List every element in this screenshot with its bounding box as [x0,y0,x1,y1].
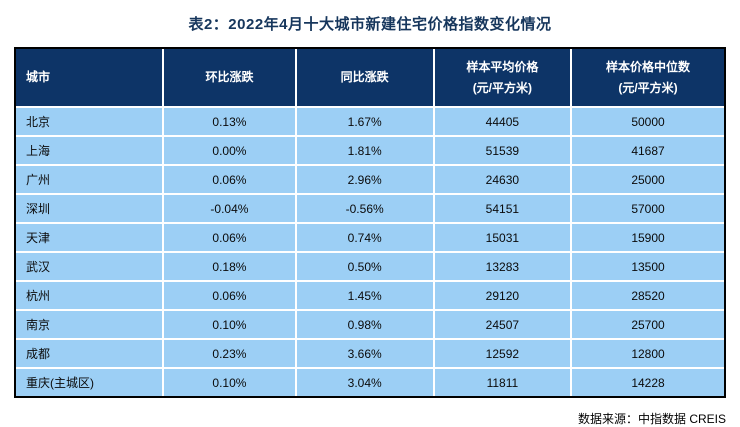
cell-yoy-change: 1.45% [295,281,435,311]
col-header-unit: (元/平方米) [618,80,678,95]
table-row-hangzhou: 杭州 0.06% 1.45% 29120 28520 [16,281,724,311]
cell-avg-price: 15031 [433,223,573,253]
cell-avg-price: 44405 [433,107,573,137]
cell-city: 武汉 [16,252,165,282]
col-header-label: 样本价格中位数 [606,60,691,75]
cell-median-price: 41687 [571,136,724,166]
cell-mom-change: 0.06% [163,223,297,253]
cell-mom-change: -0.04% [163,194,297,224]
col-header-label: 城市 [26,70,51,85]
cell-mom-change: 0.13% [163,107,297,137]
cell-avg-price: 51539 [433,136,573,166]
table-row-nanjing: 南京 0.10% 0.98% 24507 25700 [16,310,724,340]
cell-city: 深圳 [16,194,165,224]
cell-median-price: 28520 [571,281,724,311]
table-body: 北京 0.13% 1.67% 44405 50000 上海 0.00% 1.81… [16,107,724,396]
cell-mom-change: 0.10% [163,368,297,396]
cell-yoy-change: -0.56% [295,194,435,224]
cell-median-price: 14228 [571,368,724,396]
cell-avg-price: 54151 [433,194,573,224]
cell-avg-price: 11811 [433,368,573,396]
cell-median-price: 25700 [571,310,724,340]
cell-city: 杭州 [16,281,165,311]
cell-yoy-change: 1.67% [295,107,435,137]
table-row-shenzhen: 深圳 -0.04% -0.56% 54151 57000 [16,194,724,224]
cell-yoy-change: 1.81% [295,136,435,166]
cell-city: 上海 [16,136,165,166]
cell-mom-change: 0.18% [163,252,297,282]
cell-mom-change: 0.06% [163,281,297,311]
cell-mom-change: 0.00% [163,136,297,166]
cell-median-price: 50000 [571,107,724,137]
cell-median-price: 12800 [571,339,724,369]
cell-yoy-change: 0.98% [295,310,435,340]
col-header-median-price: 样本价格中位数 (元/平方米) [571,49,724,108]
col-header-unit: (元/平方米) [472,80,533,95]
cell-yoy-change: 3.66% [295,339,435,369]
cell-avg-price: 12592 [433,339,573,369]
table-row-beijing: 北京 0.13% 1.67% 44405 50000 [16,107,724,137]
col-header-label: 环比涨跌 [205,70,254,85]
col-header-city: 城市 [16,49,165,108]
table-row-wuhan: 武汉 0.18% 0.50% 13283 13500 [16,252,724,282]
cell-yoy-change: 0.50% [295,252,435,282]
header-row: 城市 环比涨跌 同比涨跌 样本平均价格 (元/平方米) 样本价格中位数 (元/平 [16,49,724,108]
cell-mom-change: 0.10% [163,310,297,340]
cell-avg-price: 24630 [433,165,573,195]
cell-mom-change: 0.06% [163,165,297,195]
cell-city: 北京 [16,107,165,137]
cell-median-price: 25000 [571,165,724,195]
table-header: 城市 环比涨跌 同比涨跌 样本平均价格 (元/平方米) 样本价格中位数 (元/平 [16,49,724,108]
cell-median-price: 13500 [571,252,724,282]
cell-yoy-change: 3.04% [295,368,435,396]
price-index-table: 城市 环比涨跌 同比涨跌 样本平均价格 (元/平方米) 样本价格中位数 (元/平 [14,47,726,398]
cell-city: 南京 [16,310,165,340]
col-header-label: 同比涨跌 [340,70,389,85]
cell-city: 广州 [16,165,165,195]
cell-avg-price: 13283 [433,252,573,282]
cell-mom-change: 0.23% [163,339,297,369]
table-title: 表2：2022年4月十大城市新建住宅价格指数变化情况 [188,16,552,33]
cell-city: 天津 [16,223,165,253]
col-header-label: 样本平均价格 [466,60,539,75]
table-row-tianjin: 天津 0.06% 0.74% 15031 15900 [16,223,724,253]
table-row-chongqing: 重庆(主城区) 0.10% 3.04% 11811 14228 [16,368,724,396]
cell-yoy-change: 2.96% [295,165,435,195]
cell-median-price: 57000 [571,194,724,224]
cell-avg-price: 24507 [433,310,573,340]
cell-median-price: 15900 [571,223,724,253]
data-source-note: 数据来源：中指数据 CREIS [577,412,726,426]
cell-city: 成都 [16,339,165,369]
cell-avg-price: 29120 [433,281,573,311]
data-table: 城市 环比涨跌 同比涨跌 样本平均价格 (元/平方米) 样本价格中位数 (元/平 [16,49,724,396]
cell-yoy-change: 0.74% [295,223,435,253]
col-header-yoy-change: 同比涨跌 [295,49,435,108]
table-row-guangzhou: 广州 0.06% 2.96% 24630 25000 [16,165,724,195]
report-page: 表2：2022年4月十大城市新建住宅价格指数变化情况 城市 环比涨跌 同比涨跌 [14,16,726,426]
table-row-shanghai: 上海 0.00% 1.81% 51539 41687 [16,136,724,166]
table-row-chengdu: 成都 0.23% 3.66% 12592 12800 [16,339,724,369]
col-header-mom-change: 环比涨跌 [163,49,297,108]
cell-city: 重庆(主城区) [16,368,165,396]
col-header-avg-price: 样本平均价格 (元/平方米) [433,49,573,108]
